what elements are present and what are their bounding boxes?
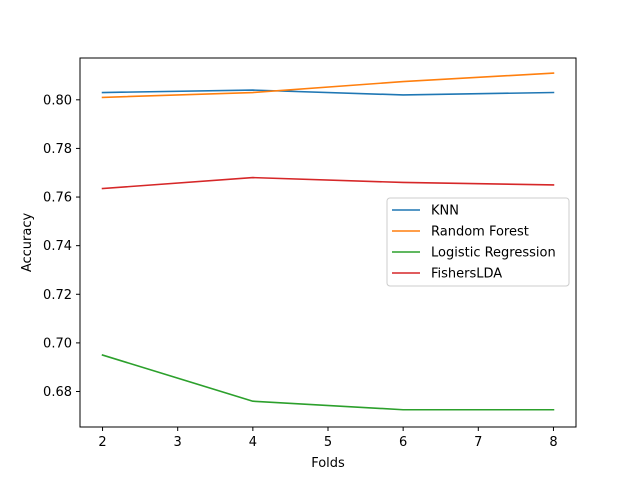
y-axis-ticks: 0.68 0.70 0.72 0.74 0.76 0.78 0.80 xyxy=(43,93,80,400)
x-tick-label: 3 xyxy=(174,435,182,450)
y-tick-label: 0.72 xyxy=(43,288,72,303)
x-tick-label: 6 xyxy=(399,435,407,450)
x-tick-label: 2 xyxy=(98,435,106,450)
y-tick-label: 0.68 xyxy=(43,385,72,400)
legend-label-knn: KNN xyxy=(431,204,459,219)
x-axis-ticks: 2 3 4 5 6 7 8 xyxy=(98,427,558,450)
legend-box xyxy=(386,197,570,287)
legend: KNN Random Forest Logistic Regression Fishe… xyxy=(386,197,570,287)
legend-label-logistic-regression: Logistic Regression xyxy=(431,246,556,261)
y-axis-label: Accuracy xyxy=(20,213,35,273)
y-tick-label: 0.74 xyxy=(43,239,72,254)
y-tick-label: 0.76 xyxy=(43,191,72,206)
series-line-knn xyxy=(101,89,555,96)
x-tick-label: 8 xyxy=(549,435,557,450)
x-tick-label: 7 xyxy=(474,435,482,450)
plot-area-frame xyxy=(79,57,577,428)
x-tick-label: 5 xyxy=(324,435,332,450)
legend-label-random-forest: Random Forest xyxy=(431,225,529,240)
x-axis-label: Folds xyxy=(311,456,345,471)
legend-label-fisherslda: FishersLDA xyxy=(431,267,502,282)
series-line-random-forest xyxy=(101,72,555,99)
x-tick-label: 4 xyxy=(249,435,257,450)
y-tick-label: 0.80 xyxy=(43,93,72,108)
series-line-fisherslda xyxy=(101,176,555,190)
y-tick-label: 0.78 xyxy=(43,142,72,157)
series-lines xyxy=(101,72,555,411)
y-tick-label: 0.70 xyxy=(43,336,72,351)
series-line-logistic-regression xyxy=(101,354,555,411)
